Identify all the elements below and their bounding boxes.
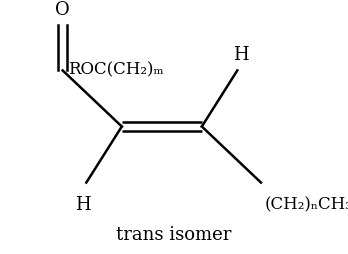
Text: (CH₂)ₙCH₃: (CH₂)ₙCH₃ [264, 196, 348, 213]
Text: H: H [75, 196, 90, 214]
Text: trans isomer: trans isomer [116, 225, 232, 243]
Text: O: O [55, 1, 70, 19]
Text: H: H [233, 45, 248, 64]
Text: ROC(CH₂)ₘ: ROC(CH₂)ₘ [68, 61, 164, 78]
